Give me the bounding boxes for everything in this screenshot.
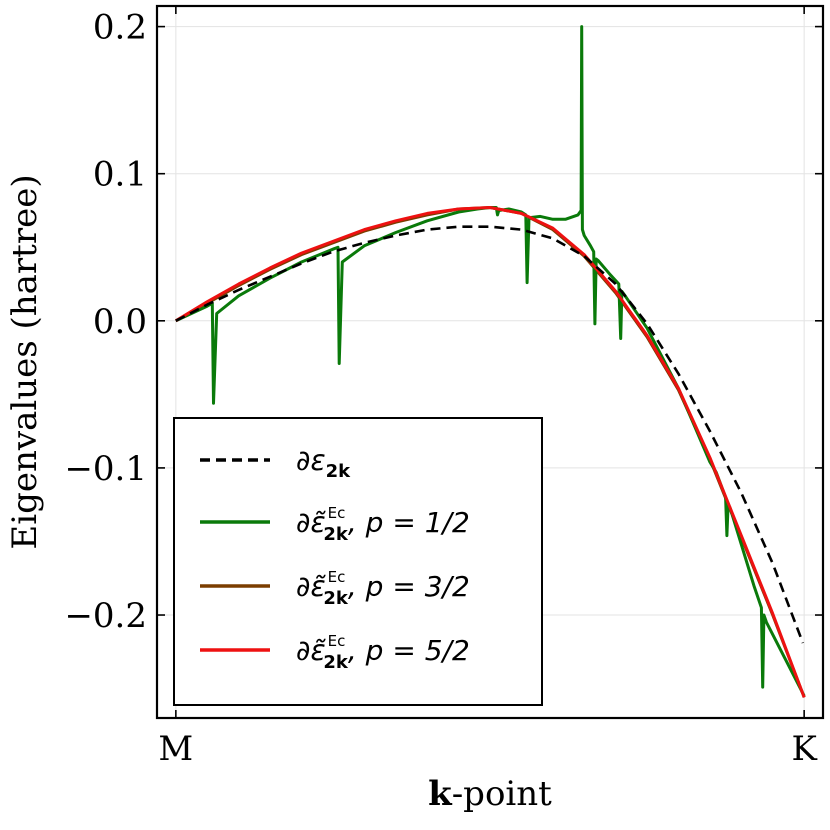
- plot-frame: [155, 4, 825, 720]
- legend-superscript: Ec: [328, 504, 346, 522]
- x-axis-title: k-point: [428, 774, 552, 814]
- series-line-p_5_2: [175, 206, 806, 698]
- legend-subscript: 2k: [323, 652, 349, 673]
- legend-suffix: , p = 3/2: [348, 570, 470, 603]
- series-line-reference: [175, 225, 805, 644]
- legend-suffix: , p = 1/2: [348, 506, 470, 539]
- series-lines: [175, 25, 806, 698]
- legend-label-p_5_2: ∂ε̃ Ec 2k, p = 5/2: [296, 632, 470, 673]
- x-axis-title-bold: k: [428, 774, 453, 814]
- y-tick-label-0: −0.2: [64, 596, 147, 636]
- x-tick-label-0: M: [158, 729, 193, 769]
- legend-symbol: ∂ε̃: [296, 570, 326, 603]
- x-tick-label-1: K: [791, 729, 817, 769]
- legend-symbol: ∂ε̃: [296, 506, 326, 539]
- legend: ∂ε2k∂ε̃ Ec 2k, p = 1/2∂ε̃ Ec 2k, p = 3/2∂ε̃ E…: [173, 417, 543, 706]
- legend-suffix: , p = 5/2: [348, 634, 470, 667]
- legend-subscript: 2k: [323, 524, 349, 545]
- y-tick-label-1: −0.1: [64, 449, 147, 489]
- legend-label-p_1_2: ∂ε̃ Ec 2k, p = 1/2: [296, 504, 470, 545]
- y-tick-label-4: 0.2: [93, 8, 147, 48]
- legend-symbol: ∂ε̃: [296, 634, 326, 667]
- y-tick-label-3: 0.1: [93, 155, 147, 195]
- series-line-p_1_2: [175, 25, 806, 697]
- legend-superscript: Ec: [328, 632, 346, 650]
- y-tick-label-2: 0.0: [93, 302, 147, 342]
- legend-subscript: 2k: [323, 588, 349, 609]
- x-axis-title-rest: -point: [452, 774, 552, 814]
- legend-superscript: Ec: [328, 568, 346, 586]
- legend-label-reference: ∂ε2k: [296, 444, 351, 482]
- legend-label-p_3_2: ∂ε̃ Ec 2k, p = 3/2: [296, 568, 470, 609]
- y-axis-title: Eigenvalues (hartree): [5, 174, 45, 549]
- legend-box: [173, 417, 543, 706]
- legend-subscript: 2k: [326, 461, 352, 482]
- axis-ticks: −0.2 −0.1 0.0 0.1 0.2 M K: [64, 6, 823, 769]
- legend-symbol: ∂ε: [296, 444, 326, 477]
